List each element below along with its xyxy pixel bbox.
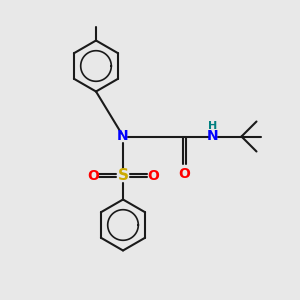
Text: N: N <box>207 130 219 143</box>
Text: H: H <box>208 121 217 131</box>
Text: O: O <box>178 167 190 181</box>
Text: S: S <box>118 168 128 183</box>
Text: N: N <box>117 130 129 143</box>
Text: O: O <box>147 169 159 182</box>
Text: O: O <box>87 169 99 182</box>
